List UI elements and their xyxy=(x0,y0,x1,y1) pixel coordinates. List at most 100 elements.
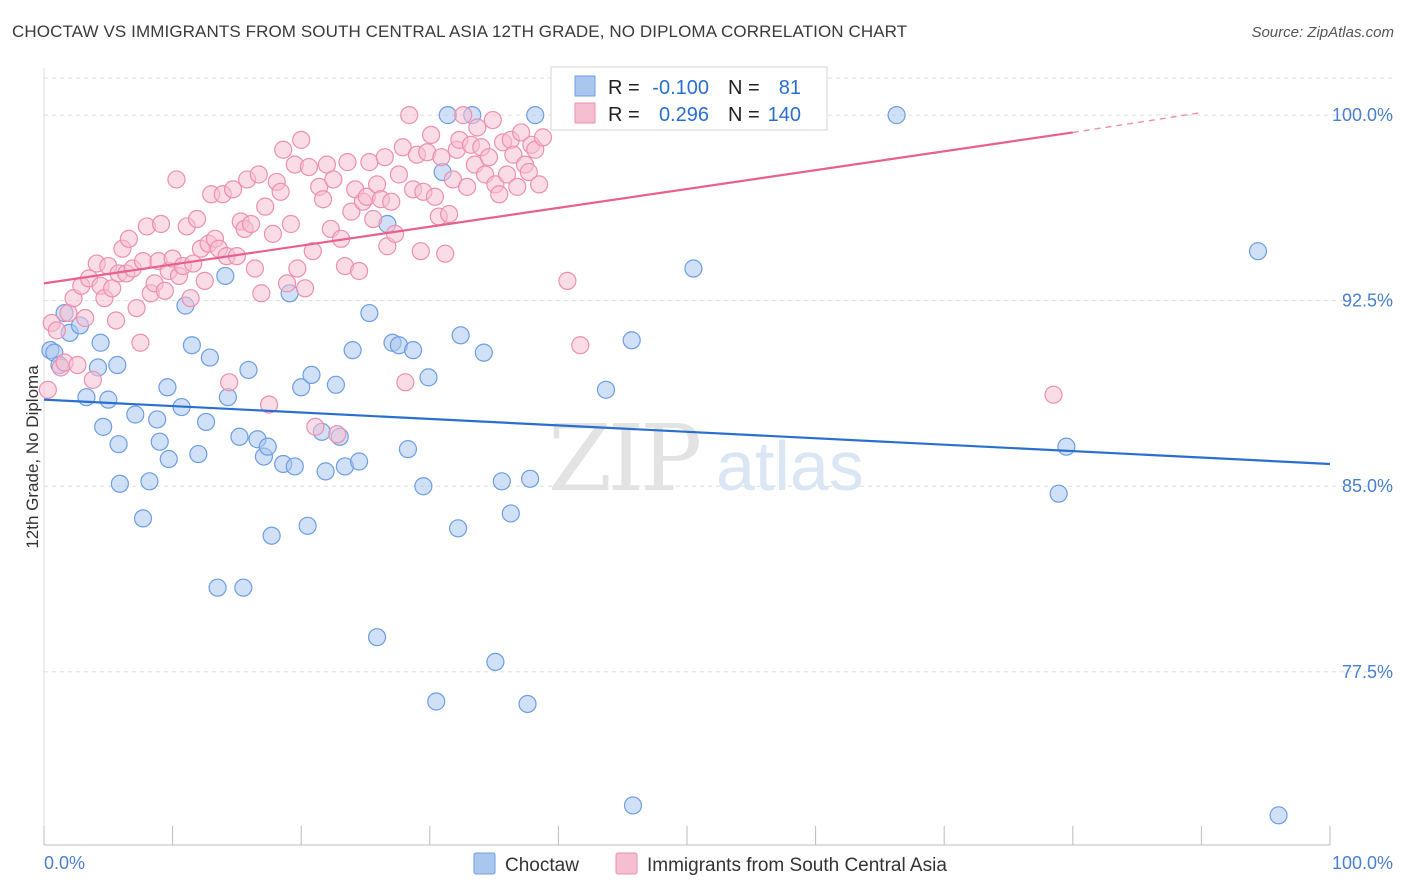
data-point-immigrants xyxy=(281,214,301,234)
data-point-choctaw xyxy=(216,266,235,286)
data-point-immigrants xyxy=(558,271,577,290)
data-point-immigrants xyxy=(443,170,463,189)
chart-source: Source: ZipAtlas.com xyxy=(1251,24,1394,41)
data-point-choctaw xyxy=(133,509,153,528)
y-axis-label: 12th Grade, No Diploma xyxy=(23,365,42,549)
stats-legend: R = -0.100 N = 81 R = 0.296 N = 140 xyxy=(550,66,828,131)
legend-n-value-2: 140 xyxy=(768,104,801,126)
data-point-immigrants xyxy=(375,148,394,167)
data-point-immigrants xyxy=(68,355,87,375)
data-point-choctaw xyxy=(1049,484,1068,503)
data-point-immigrants xyxy=(292,130,311,149)
data-point-immigrants xyxy=(167,170,186,189)
data-point-choctaw xyxy=(230,427,249,446)
series-legend: Choctaw Immigrants from South Central As… xyxy=(473,852,947,876)
bottom-legend-swatch-immigrants xyxy=(615,852,638,875)
data-point-choctaw xyxy=(196,412,216,432)
data-point-choctaw xyxy=(1057,437,1076,456)
data-point-immigrants xyxy=(436,244,455,263)
data-point-immigrants xyxy=(512,123,531,142)
data-point-immigrants xyxy=(457,177,477,196)
data-point-immigrants xyxy=(38,380,57,399)
data-point-immigrants xyxy=(328,425,347,444)
data-point-choctaw xyxy=(158,378,177,397)
data-point-immigrants xyxy=(385,224,405,243)
legend-swatch-choctaw xyxy=(574,75,596,97)
data-point-immigrants xyxy=(106,311,126,330)
legend-n-label-2: N = xyxy=(728,104,760,126)
data-point-immigrants xyxy=(299,157,319,177)
data-point-immigrants xyxy=(245,259,265,278)
data-point-choctaw xyxy=(108,355,127,375)
data-point-immigrants xyxy=(454,106,473,125)
data-point-choctaw xyxy=(148,410,167,429)
data-point-immigrants xyxy=(271,182,290,201)
data-point-immigrants xyxy=(288,259,307,278)
data-point-choctaw xyxy=(1269,806,1288,825)
data-point-choctaw xyxy=(234,578,253,597)
data-point-choctaw xyxy=(474,343,493,362)
data-point-immigrants xyxy=(432,148,451,167)
data-point-choctaw xyxy=(501,504,520,523)
data-point-choctaw xyxy=(349,452,369,471)
data-point-immigrants xyxy=(274,140,293,159)
data-point-choctaw xyxy=(326,375,346,394)
data-point-immigrants xyxy=(421,125,441,145)
data-point-choctaw xyxy=(285,457,304,476)
data-point-choctaw xyxy=(126,405,145,424)
data-point-choctaw xyxy=(684,259,703,278)
data-point-choctaw xyxy=(182,336,201,355)
data-point-immigrants xyxy=(411,242,430,261)
data-point-immigrants xyxy=(338,153,357,172)
data-point-choctaw xyxy=(492,472,511,491)
data-point-immigrants xyxy=(119,229,138,248)
data-point-choctaw xyxy=(189,444,208,464)
data-point-immigrants xyxy=(223,180,243,199)
data-point-choctaw xyxy=(622,331,641,350)
data-point-choctaw xyxy=(398,440,418,459)
legend-swatch-immigrants xyxy=(574,102,596,124)
data-point-choctaw xyxy=(110,474,129,493)
data-point-choctaw xyxy=(486,652,505,672)
data-point-immigrants xyxy=(389,165,409,184)
data-point-immigrants xyxy=(76,308,95,328)
data-point-immigrants xyxy=(83,370,102,389)
data-point-choctaw xyxy=(292,378,311,397)
data-point-immigrants xyxy=(241,214,261,234)
data-point-immigrants xyxy=(187,209,207,229)
data-point-choctaw xyxy=(596,380,616,399)
y-tick-label: 77.5% xyxy=(1342,662,1393,682)
data-point-choctaw xyxy=(159,449,178,469)
data-point-choctaw xyxy=(99,390,118,409)
legend-r-value-1: -0.100 xyxy=(652,77,709,99)
data-point-immigrants xyxy=(1044,385,1063,404)
data-point-choctaw xyxy=(239,360,258,380)
data-point-choctaw xyxy=(451,326,470,345)
data-point-choctaw xyxy=(521,469,540,488)
axes xyxy=(43,68,1331,846)
data-point-choctaw xyxy=(403,341,423,360)
data-point-immigrants xyxy=(220,373,239,392)
data-point-immigrants xyxy=(259,395,279,414)
bottom-legend-swatch-choctaw xyxy=(473,852,496,875)
data-point-immigrants xyxy=(530,175,549,194)
data-point-choctaw xyxy=(887,106,906,125)
data-point-immigrants xyxy=(382,192,401,211)
data-point-immigrants xyxy=(131,333,150,352)
data-point-immigrants xyxy=(256,197,275,216)
data-point-choctaw xyxy=(91,333,110,352)
bottom-legend-label-choctaw: Choctaw xyxy=(505,855,579,876)
x-tick-labels: 0.0% 100.0% xyxy=(44,853,1393,873)
trend-line-choctaw xyxy=(43,398,1331,466)
data-point-choctaw xyxy=(419,368,438,387)
data-point-immigrants xyxy=(195,271,214,290)
data-point-immigrants xyxy=(479,148,499,167)
data-point-immigrants xyxy=(277,274,297,293)
data-point-choctaw xyxy=(448,519,468,538)
data-point-immigrants xyxy=(342,202,361,221)
data-point-choctaw xyxy=(140,472,159,491)
data-point-choctaw xyxy=(360,303,379,323)
legend-n-label-1: N = xyxy=(728,77,760,99)
data-point-immigrants xyxy=(393,138,412,157)
data-point-choctaw xyxy=(200,348,219,367)
